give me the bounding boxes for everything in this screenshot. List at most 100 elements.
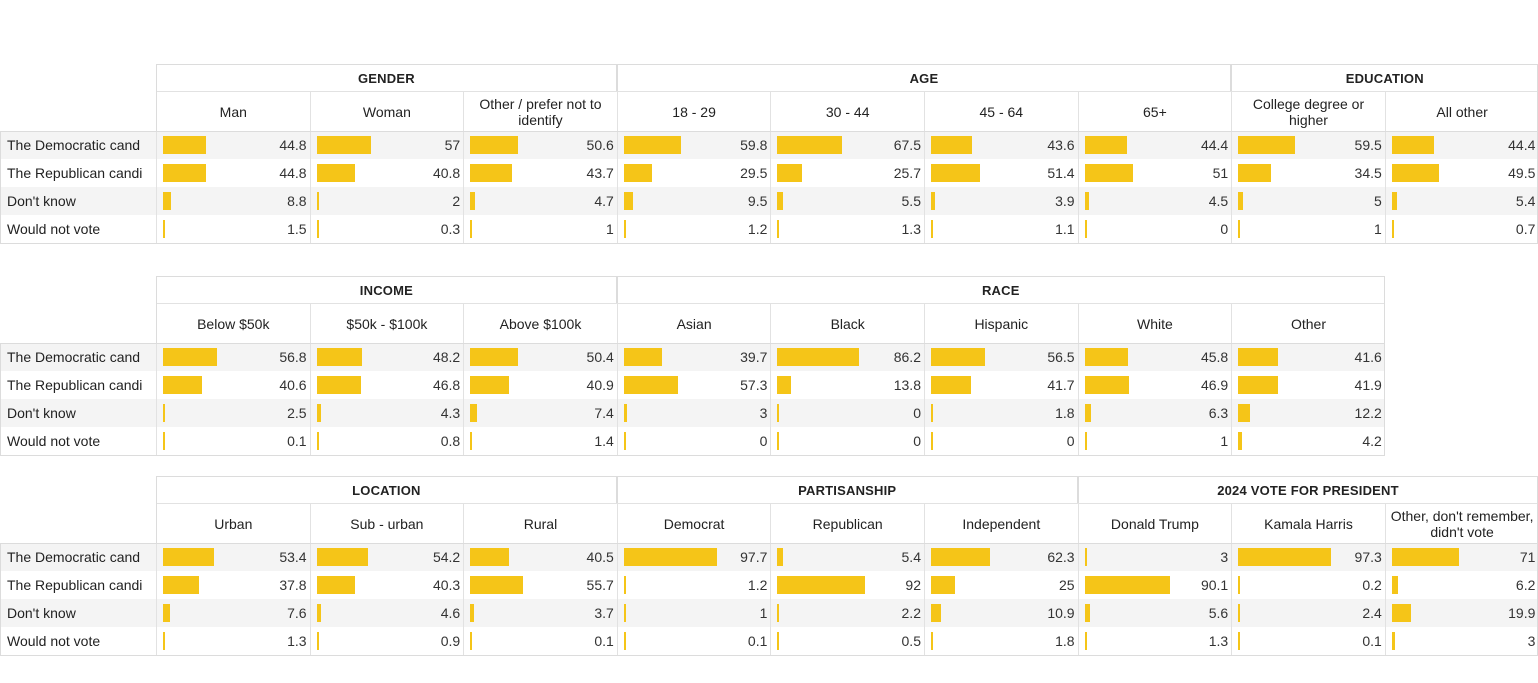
value-label: 0.7 bbox=[1515, 221, 1536, 237]
value-bar bbox=[623, 220, 626, 238]
value-bar bbox=[623, 632, 626, 650]
data-cell: 0 bbox=[770, 427, 924, 455]
value-label: 40.6 bbox=[279, 377, 307, 393]
value-label: 1.3 bbox=[287, 633, 307, 649]
value-label: 49.5 bbox=[1508, 165, 1536, 181]
data-cell: 59.5 bbox=[1231, 131, 1385, 159]
value-label: 57.3 bbox=[740, 377, 768, 393]
table-row: The Democratic cand 44.8 57 50.6 59.8 67.5 43.… bbox=[0, 131, 1538, 159]
value-label: 0.1 bbox=[747, 633, 768, 649]
table-row: The Republican candi 44.8 40.8 43.7 29.5 25.7… bbox=[0, 159, 1538, 187]
value-label: 13.8 bbox=[893, 377, 921, 393]
value-label: 5 bbox=[1373, 193, 1382, 209]
data-cell: 5 bbox=[1231, 187, 1385, 215]
crosstab-table-1: GENDER AGE EDUCATION Man Woman Other / prefer… bbox=[0, 64, 1538, 244]
value-label: 1 bbox=[759, 605, 768, 621]
data-cell: 41.9 bbox=[1231, 371, 1385, 399]
value-label: 8.8 bbox=[287, 193, 307, 209]
value-bar bbox=[470, 348, 519, 366]
column-header: Democrat bbox=[616, 503, 771, 543]
value-label: 51 bbox=[1212, 165, 1229, 181]
column-header: $50k - $100k bbox=[309, 303, 464, 343]
value-label: 4.3 bbox=[440, 405, 461, 421]
value-label: 1 bbox=[1220, 433, 1229, 449]
value-bar bbox=[316, 376, 362, 394]
value-bar bbox=[1238, 376, 1278, 394]
value-bar bbox=[623, 164, 652, 182]
value-label: 3 bbox=[1527, 633, 1536, 649]
value-bar bbox=[623, 348, 662, 366]
value-label: 59.5 bbox=[1354, 137, 1382, 153]
value-label: 3 bbox=[759, 405, 768, 421]
data-cell: 19.9 bbox=[1384, 599, 1538, 627]
value-label: 71 bbox=[1519, 549, 1536, 565]
value-label: 5.4 bbox=[1515, 193, 1536, 209]
value-label: 0.9 bbox=[440, 633, 461, 649]
column-header: 45 - 64 bbox=[924, 91, 1078, 131]
value-label: 45.8 bbox=[1200, 349, 1229, 365]
column-header: 30 - 44 bbox=[770, 91, 924, 131]
data-cell: 41.6 bbox=[1231, 343, 1385, 371]
value-label: 62.3 bbox=[1047, 549, 1075, 565]
value-bar bbox=[470, 376, 510, 394]
data-cell: 0.3 bbox=[309, 215, 464, 243]
crosstab-table-3: LOCATION PARTISANSHIP 2024 VOTE FOR PRESID… bbox=[0, 476, 1538, 656]
value-bar bbox=[1391, 604, 1411, 622]
value-bar bbox=[316, 404, 321, 422]
value-label: 2.5 bbox=[287, 405, 307, 421]
value-label: 0.2 bbox=[1362, 577, 1382, 593]
value-label: 90.1 bbox=[1200, 577, 1229, 593]
column-header: 65+ bbox=[1077, 91, 1232, 131]
data-cell: 67.5 bbox=[770, 131, 924, 159]
data-cell: 43.7 bbox=[463, 159, 617, 187]
data-cell: 1 bbox=[1077, 427, 1232, 455]
value-label: 44.4 bbox=[1508, 137, 1536, 153]
value-bar bbox=[470, 432, 473, 450]
column-header: Other bbox=[1231, 303, 1385, 343]
column-header: Asian bbox=[616, 303, 771, 343]
value-label: 57 bbox=[444, 137, 461, 153]
value-label: 0.1 bbox=[287, 433, 307, 449]
data-cell: 50.6 bbox=[463, 131, 617, 159]
value-bar bbox=[1391, 136, 1434, 154]
value-label: 1.3 bbox=[1208, 633, 1229, 649]
data-cell: 0.2 bbox=[1231, 571, 1385, 599]
row-label: The Republican candi bbox=[7, 577, 143, 593]
group-header: EDUCATION bbox=[1231, 64, 1538, 91]
data-cell: 46.8 bbox=[309, 371, 464, 399]
data-cell: 37.8 bbox=[156, 571, 310, 599]
data-cell: 2 bbox=[309, 187, 464, 215]
column-header: White bbox=[1077, 303, 1232, 343]
value-label: 43.6 bbox=[1047, 137, 1075, 153]
row-label: The Democratic cand bbox=[7, 137, 141, 153]
value-label: 41.9 bbox=[1354, 377, 1382, 393]
value-bar bbox=[777, 548, 783, 566]
value-bar bbox=[1084, 192, 1089, 210]
value-bar bbox=[163, 220, 165, 238]
data-cell: 6.3 bbox=[1077, 399, 1232, 427]
column-header: Black bbox=[770, 303, 924, 343]
value-label: 6.3 bbox=[1208, 405, 1229, 421]
value-bar bbox=[163, 576, 199, 594]
data-cell: 1.2 bbox=[616, 215, 771, 243]
value-bar bbox=[931, 164, 980, 182]
value-bar bbox=[316, 632, 319, 650]
value-bar bbox=[1084, 576, 1171, 594]
data-cell: 10.9 bbox=[924, 599, 1078, 627]
value-label: 1.3 bbox=[901, 221, 921, 237]
value-label: 1 bbox=[1373, 221, 1382, 237]
data-cell: 25 bbox=[924, 571, 1078, 599]
value-bar bbox=[163, 136, 206, 154]
value-bar bbox=[470, 192, 475, 210]
value-label: 41.6 bbox=[1354, 349, 1382, 365]
value-bar bbox=[623, 576, 626, 594]
column-header: Woman bbox=[309, 91, 464, 131]
value-label: 1.4 bbox=[594, 433, 614, 449]
value-bar bbox=[623, 548, 717, 566]
value-label: 1 bbox=[605, 221, 614, 237]
value-label: 7.4 bbox=[594, 405, 614, 421]
value-label: 41.7 bbox=[1047, 377, 1075, 393]
value-label: 4.7 bbox=[594, 193, 614, 209]
table-row: Would not vote 1.5 0.3 1 1.2 1.3 1.1 0 1 0.7 bbox=[0, 215, 1538, 243]
value-bar bbox=[623, 604, 626, 622]
